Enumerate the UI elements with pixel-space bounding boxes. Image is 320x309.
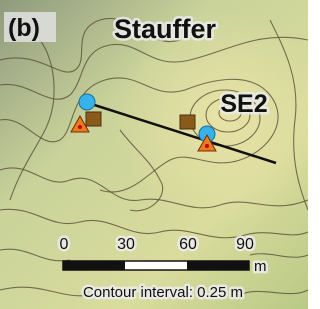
page: (b) Stauffer SE2 0 30 60 90 m Contour in…	[0, 0, 320, 309]
scale-bar-segment	[63, 261, 125, 270]
site-label: SE2	[220, 90, 267, 118]
scale-bar-segment	[187, 261, 249, 270]
contour-note: Contour interval: 0.25 m	[83, 284, 243, 301]
triangle-dot	[78, 125, 82, 129]
circle-marker	[79, 94, 95, 110]
panel-label: (b)	[8, 14, 40, 42]
title: Stauffer	[114, 14, 217, 44]
scale-label: 90	[236, 236, 254, 253]
scale-unit: m	[254, 258, 267, 275]
triangle-dot	[205, 144, 209, 148]
square-marker	[180, 115, 195, 129]
scale-label: 0	[60, 236, 69, 253]
square-marker	[86, 112, 101, 126]
map: (b) Stauffer SE2 0 30 60 90 m Contour in…	[0, 0, 308, 309]
scale-label: 60	[179, 236, 197, 253]
scale-label: 30	[117, 236, 135, 253]
